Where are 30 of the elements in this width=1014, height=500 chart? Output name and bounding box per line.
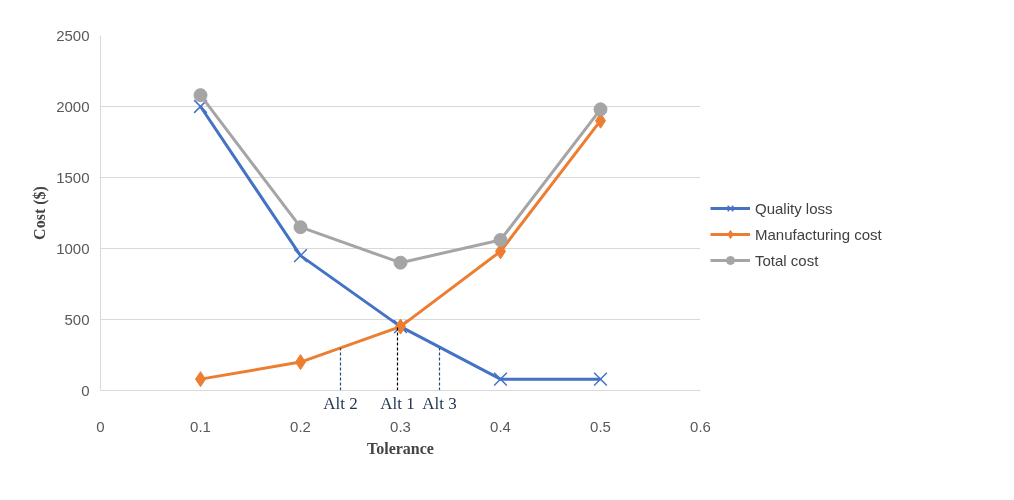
point: [393, 255, 408, 270]
x-tick-label: 0.5: [590, 417, 611, 435]
x-axis-title: Tolerance: [367, 439, 434, 457]
legend-label: Total cost: [755, 251, 819, 269]
point: [593, 372, 608, 387]
series-label: Alt 2: [323, 393, 358, 413]
y-tick-label: 2000: [56, 97, 90, 115]
y-tick-label: 500: [64, 310, 90, 328]
legend-label: Quality loss: [755, 199, 833, 217]
point: [193, 99, 208, 114]
series-label: Alt 1: [380, 393, 415, 413]
series-label: Alt 3: [422, 393, 457, 413]
x-tick-label: 0.2: [290, 417, 311, 435]
y-tick-label: 1000: [56, 239, 90, 257]
y-tick-label: 0: [81, 381, 90, 399]
x-tick-label: 0.1: [190, 417, 211, 435]
x-tick-label: 0.4: [490, 417, 511, 435]
legend-label: Manufacturing cost: [755, 225, 882, 243]
y-tick-label: 2500: [56, 26, 90, 44]
point: [193, 88, 208, 103]
x-tick-label: 0.3: [390, 417, 411, 435]
point: [493, 372, 508, 387]
point: [493, 232, 508, 247]
point: [293, 220, 308, 235]
y-axis-title: Cost ($): [31, 186, 50, 240]
y-tick-label: 1500: [56, 168, 90, 186]
point: [293, 248, 308, 263]
x-tick-label: 0: [96, 417, 105, 435]
x-tick-label: 0.6: [690, 417, 711, 435]
point: [593, 102, 608, 117]
